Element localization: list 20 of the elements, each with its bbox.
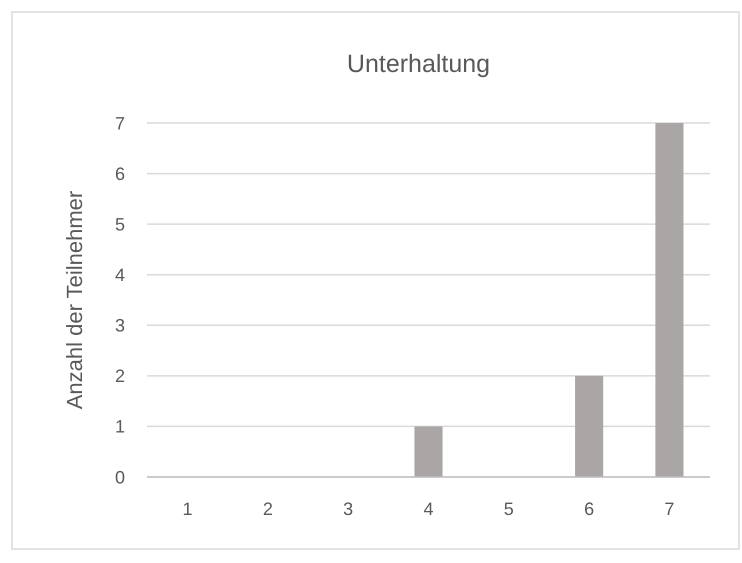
y-tick-label: 1 <box>114 416 125 437</box>
bar <box>655 123 684 477</box>
chart-title: Unterhaltung <box>346 50 490 78</box>
bar <box>414 426 443 477</box>
x-tick-label: 1 <box>182 499 193 519</box>
bar <box>575 376 604 477</box>
y-tick-label: 0 <box>114 467 125 488</box>
y-tick-label: 7 <box>114 113 125 134</box>
x-tick-label: 3 <box>343 499 354 519</box>
y-tick-label: 6 <box>114 164 125 184</box>
x-tick-label: 6 <box>584 499 594 519</box>
x-tick-label: 4 <box>423 499 434 519</box>
y-axis-title: Anzahl der Teilnehmer <box>62 190 87 410</box>
x-tick-label: 7 <box>664 499 674 519</box>
y-tick-label: 3 <box>114 316 125 336</box>
y-tick-label: 2 <box>114 366 125 386</box>
y-tick-label: 4 <box>114 265 125 286</box>
x-tick-label: 5 <box>504 499 514 519</box>
x-tick-label: 2 <box>262 499 273 519</box>
y-tick-label: 5 <box>114 214 125 234</box>
